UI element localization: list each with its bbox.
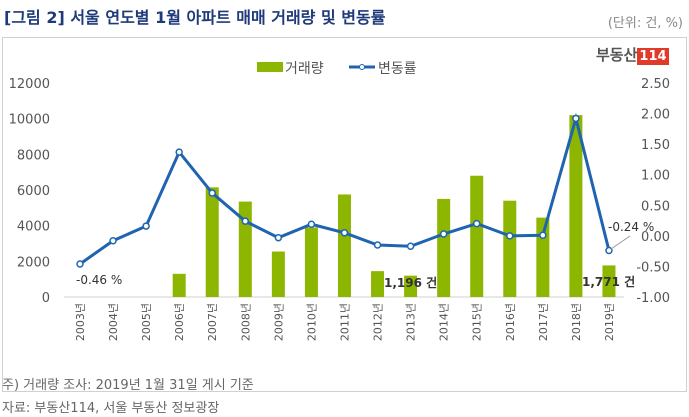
right-tick-label: 2.00 <box>641 108 670 123</box>
legend-label: 변동률 <box>378 61 417 77</box>
line-point <box>406 242 415 251</box>
x-tick-label: 2011년 <box>338 303 351 341</box>
legend-swatch-bar <box>257 62 283 72</box>
bar <box>602 265 616 297</box>
left-tick-label: 4000 <box>17 220 50 235</box>
line-point <box>208 189 216 197</box>
bar <box>205 187 219 297</box>
x-tick-label: 2007년 <box>206 303 219 341</box>
x-tick-label: 2018년 <box>570 303 583 341</box>
x-tick-label: 2005년 <box>140 303 153 341</box>
right-tick-label: 0.50 <box>641 199 670 214</box>
left-tick-label: 8000 <box>17 148 50 163</box>
bar <box>569 115 583 297</box>
bar <box>271 251 285 297</box>
legend-marker <box>359 64 365 70</box>
right-tick-label: 1.00 <box>641 169 670 184</box>
line-point <box>539 231 547 239</box>
line-point <box>572 114 580 123</box>
line-point <box>439 230 448 238</box>
line-point <box>307 220 316 228</box>
x-tick-label: 2017년 <box>537 303 550 341</box>
line-point <box>142 222 150 230</box>
line-point <box>340 229 349 237</box>
logo-text: 부동산 <box>596 46 638 64</box>
footnote: 주) 거래량 조사: 2019년 1월 31일 게시 기준 <box>2 378 254 393</box>
right-tick-label: 0.00 <box>641 230 670 245</box>
line-point <box>241 217 250 225</box>
line-point <box>472 219 481 228</box>
line-point <box>506 232 514 240</box>
logo-number: 114 <box>637 48 669 65</box>
logo: 부동산 114 <box>596 44 669 65</box>
bar <box>437 198 451 297</box>
bar <box>470 175 484 297</box>
x-tick-label: 2014년 <box>438 303 451 341</box>
right-tick-label: -1.00 <box>636 291 670 306</box>
left-tick-label: 2000 <box>17 255 50 270</box>
left-tick-label: 0 <box>42 291 50 306</box>
x-tick-label: 2009년 <box>272 303 285 341</box>
right-tick-label: 2.50 <box>641 77 670 92</box>
chart-frame <box>2 37 687 392</box>
right-tick-label: 1.50 <box>641 138 670 153</box>
x-tick-label: 2003년 <box>74 303 87 341</box>
unit-label: (단위: 건, %) <box>607 16 683 31</box>
x-tick-label: 2012년 <box>372 303 385 341</box>
line-point <box>175 148 183 156</box>
source-note: 자료: 부동산114, 서울 부동산 정보광장 <box>2 401 220 416</box>
x-tick-label: 2015년 <box>471 303 484 341</box>
x-tick-label: 2006년 <box>173 303 186 341</box>
line-point <box>109 236 117 245</box>
bar <box>304 227 318 297</box>
bar <box>371 271 385 297</box>
leader-line <box>610 235 631 250</box>
data-label: -0.46 % <box>76 273 122 287</box>
line-point <box>605 246 613 255</box>
chart-title: [그림 2] 서울 연도별 1월 아파트 매매 거래량 및 변동률 <box>4 8 386 27</box>
bar <box>238 201 252 297</box>
line-point <box>373 241 382 249</box>
x-tick-label: 2004년 <box>107 303 120 341</box>
left-tick-label: 10000 <box>9 113 50 128</box>
legend-label: 거래량 <box>285 61 324 77</box>
bar <box>172 273 186 297</box>
x-tick-label: 2008년 <box>239 303 252 341</box>
line-point <box>274 233 283 242</box>
right-tick-label: -0.50 <box>636 260 670 275</box>
bar <box>337 194 351 297</box>
bar <box>536 217 550 297</box>
left-tick-label: 6000 <box>17 184 50 199</box>
bar <box>503 200 517 297</box>
data-label: -0.24 % <box>608 220 654 234</box>
data-label: 1,771 건 <box>582 274 635 289</box>
x-tick-label: 2010년 <box>305 303 318 341</box>
x-tick-label: 2019년 <box>603 303 616 341</box>
x-tick-label: 2013년 <box>405 303 418 341</box>
x-tick-label: 2016년 <box>504 303 517 341</box>
data-label: 1,196 건 <box>384 275 437 290</box>
bar <box>404 275 418 297</box>
line-point <box>76 260 84 268</box>
left-tick-label: 12000 <box>9 77 50 92</box>
